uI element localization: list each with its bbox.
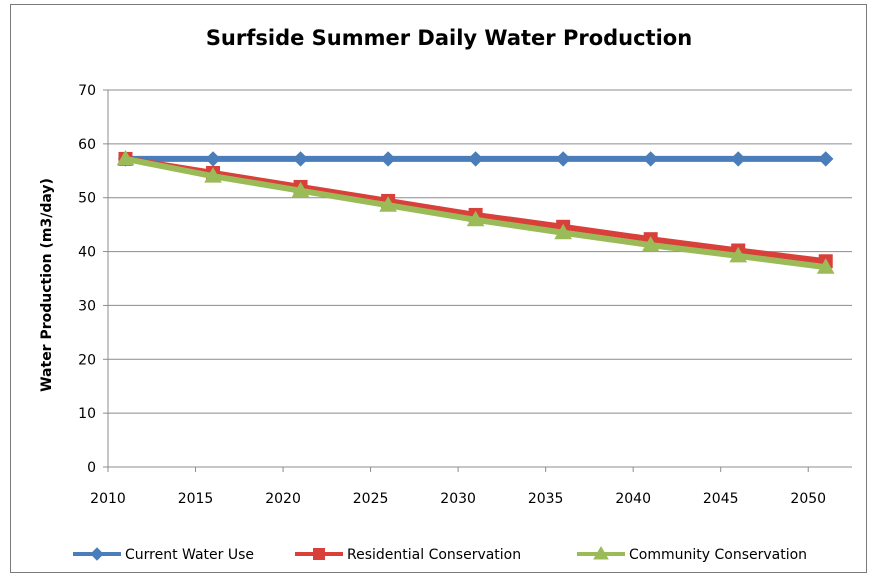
x-tick-label-2025: 2025 [353,491,389,507]
y-tick-label-50: 50 [78,191,96,207]
point-current-water-use-2031 [467,151,484,167]
point-community-conservation-2026 [379,196,397,212]
legend-label-residential-conservation: Residential Conservation [347,547,521,563]
point-current-water-use-2021 [292,151,309,167]
y-tick-label-30: 30 [78,298,96,314]
point-community-conservation-2046 [729,246,748,263]
y-tick-label-20: 20 [78,352,96,368]
legend-marker-current-water-use [90,547,104,561]
point-community-conservation-2021 [291,181,310,198]
legend: Current Water Use Residential Conservatio… [73,546,807,563]
y-tick-labels: 0 10 20 30 40 50 60 70 [78,83,96,476]
series-residential-conservation [118,151,833,269]
point-community-conservation-2016 [204,167,222,183]
x-tick-label-2015: 2015 [178,491,214,507]
gridlines [108,89,852,414]
point-current-water-use-2036 [555,151,571,167]
point-community-conservation-2011 [116,149,135,166]
point-community-conservation-2041 [641,236,660,252]
series-community-conservation [116,149,835,274]
point-community-conservation-2031 [466,210,485,227]
x-tick-label-2050: 2050 [790,491,826,507]
point-community-conservation-2051 [816,258,835,274]
legend-item-residential-conservation: Residential Conservation [295,547,521,563]
legend-label-community-conservation: Community Conservation [629,547,807,563]
point-current-water-use-2016 [205,151,221,167]
y-tick-label-60: 60 [78,137,96,153]
point-current-water-use-2046 [730,151,746,167]
x-tick-label-2035: 2035 [528,491,564,507]
point-current-water-use-2026 [380,151,396,167]
y-tick-label-10: 10 [78,406,96,422]
legend-marker-residential-conservation [313,548,325,560]
y-tick-label-0: 0 [87,460,96,476]
y-axis-label: Water Production (m3/day) [39,178,55,392]
line-chart: Surfside Summer Daily Water Production 0… [39,26,852,563]
chart-frame: Surfside Summer Daily Water Production 0… [10,4,867,573]
x-tick-label-2020: 2020 [265,491,301,507]
x-tick-label-2040: 2040 [615,491,651,507]
point-current-water-use-2041 [642,151,659,167]
x-tick-label-2045: 2045 [703,491,739,507]
series-layer [116,149,835,274]
legend-item-current-water-use: Current Water Use [73,547,254,563]
point-community-conservation-2036 [554,223,573,240]
series-current-water-use [117,151,834,167]
chart-title: Surfside Summer Daily Water Production [206,26,692,50]
y-tick-label-40: 40 [78,245,96,261]
x-tick-label-2030: 2030 [440,491,476,507]
legend-item-community-conservation: Community Conservation [577,546,807,563]
x-tick-label-2010: 2010 [90,491,126,507]
legend-label-current-water-use: Current Water Use [125,547,254,563]
x-tick-labels: 2010 2015 2020 2025 2030 2035 2040 2045 2050 [90,491,826,507]
y-tick-label-70: 70 [78,83,96,99]
axes [103,89,852,472]
legend-marker-community-conservation [593,546,609,560]
point-current-water-use-2051 [818,151,834,167]
